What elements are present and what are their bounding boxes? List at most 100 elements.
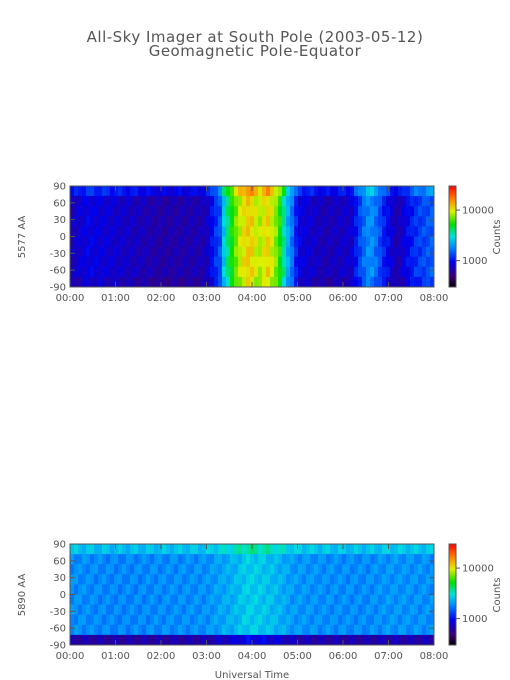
heatmap-cell bbox=[370, 196, 375, 207]
heatmap-cell bbox=[242, 554, 247, 565]
heatmap-cell bbox=[218, 614, 223, 626]
heatmap-cell bbox=[346, 186, 351, 197]
heatmap-cell bbox=[398, 554, 403, 565]
heatmap-cell bbox=[414, 594, 419, 605]
heatmap-cell bbox=[398, 604, 403, 616]
heatmap-cell bbox=[314, 604, 319, 616]
heatmap-cell bbox=[278, 186, 283, 197]
heatmap-cell bbox=[146, 216, 151, 227]
heatmap-cell bbox=[154, 594, 159, 605]
heatmap-cell bbox=[118, 604, 123, 616]
heatmap-cell bbox=[138, 604, 143, 616]
heatmap-cell bbox=[122, 574, 127, 585]
heatmap-cell bbox=[426, 554, 431, 565]
heatmap-cell bbox=[70, 246, 75, 258]
heatmap-cell bbox=[166, 236, 171, 247]
heatmap-cell bbox=[82, 206, 87, 217]
heatmap-cell bbox=[150, 624, 155, 636]
heatmap-cell bbox=[226, 594, 231, 605]
heatmap-cell bbox=[378, 256, 383, 268]
heatmap-cell bbox=[214, 614, 219, 626]
heatmap-cell bbox=[190, 544, 195, 555]
heatmap-cell bbox=[86, 544, 91, 555]
heatmap-cell bbox=[174, 266, 179, 278]
heatmap-cell bbox=[94, 246, 99, 258]
heatmap-cell bbox=[186, 196, 191, 207]
heatmap-cell bbox=[282, 236, 287, 247]
heatmap-cell bbox=[70, 226, 75, 237]
heatmap-cell bbox=[262, 624, 267, 636]
heatmap-cell bbox=[318, 594, 323, 605]
heatmap-cell bbox=[290, 574, 295, 585]
heatmap-cell bbox=[90, 574, 95, 585]
heatmap-cell bbox=[166, 594, 171, 605]
heatmap-cell bbox=[326, 206, 331, 217]
heatmap-cell bbox=[142, 544, 147, 555]
heatmap-cell bbox=[182, 614, 187, 626]
heatmap-cell bbox=[130, 206, 135, 217]
heatmap-cell bbox=[138, 226, 143, 237]
heatmap-cell bbox=[182, 256, 187, 268]
heatmap-cell bbox=[178, 256, 183, 268]
heatmap-cell bbox=[382, 206, 387, 217]
heatmap-cell bbox=[426, 246, 431, 258]
heatmap-cell bbox=[98, 554, 103, 565]
heatmap-cell bbox=[382, 604, 387, 616]
heatmap-cell bbox=[262, 604, 267, 616]
heatmap-cell bbox=[118, 574, 123, 585]
heatmap-cell bbox=[170, 594, 175, 605]
heatmap-cell bbox=[366, 186, 371, 197]
heatmap-cell bbox=[226, 186, 231, 197]
heatmap-cell bbox=[390, 564, 395, 575]
heatmap-cell bbox=[310, 564, 315, 575]
heatmap-cell bbox=[374, 564, 379, 575]
heatmap-cell bbox=[198, 266, 203, 278]
heatmap-cell bbox=[182, 186, 187, 197]
heatmap-cell bbox=[290, 594, 295, 605]
heatmap-cell bbox=[402, 604, 407, 616]
heatmap-cell bbox=[322, 206, 327, 217]
heatmap-cell bbox=[278, 256, 283, 268]
heatmap-cell bbox=[226, 544, 231, 555]
heatmap-cell bbox=[422, 206, 427, 217]
heatmap-cell bbox=[318, 634, 323, 646]
heatmap-cell bbox=[114, 196, 119, 207]
heatmap-cell bbox=[150, 594, 155, 605]
heatmap-cell bbox=[290, 564, 295, 575]
heatmap-cell bbox=[130, 554, 135, 565]
heatmap-cell bbox=[194, 266, 199, 278]
heatmap-cell bbox=[98, 196, 103, 207]
heatmap-cell bbox=[206, 216, 211, 227]
heatmap-cell bbox=[146, 196, 151, 207]
heatmap-cell bbox=[154, 634, 159, 646]
heatmap-cell bbox=[254, 624, 259, 636]
heatmap-cell bbox=[330, 564, 335, 575]
heatmap-cell bbox=[230, 206, 235, 217]
heatmap-cell bbox=[226, 216, 231, 227]
heatmap-cell bbox=[266, 236, 271, 247]
heatmap-cell bbox=[238, 186, 243, 197]
heatmap-cell bbox=[234, 256, 239, 268]
y-tick-label: -30 bbox=[50, 249, 66, 260]
heatmap-cell bbox=[310, 236, 315, 247]
heatmap-cell bbox=[134, 246, 139, 258]
heatmap-cell bbox=[186, 634, 191, 646]
heatmap-cell bbox=[158, 574, 163, 585]
y-tick-label: 90 bbox=[53, 540, 66, 551]
heatmap-cell bbox=[150, 614, 155, 626]
heatmap-cell bbox=[206, 544, 211, 555]
heatmap-cell bbox=[214, 594, 219, 605]
heatmap-cell bbox=[234, 604, 239, 616]
y-tick-label: -60 bbox=[50, 624, 66, 635]
heatmap-cell bbox=[238, 266, 243, 278]
heatmap-cell bbox=[390, 604, 395, 616]
heatmap-cell bbox=[118, 624, 123, 636]
x-tick-label: 05:00 bbox=[283, 651, 312, 662]
heatmap-cell bbox=[222, 584, 227, 595]
heatmap-cell bbox=[206, 594, 211, 605]
heatmap-cell bbox=[118, 266, 123, 278]
heatmap-cell bbox=[406, 634, 411, 646]
heatmap-cell bbox=[86, 246, 91, 258]
heatmap-cell bbox=[342, 256, 347, 268]
heatmap-cell bbox=[342, 554, 347, 565]
